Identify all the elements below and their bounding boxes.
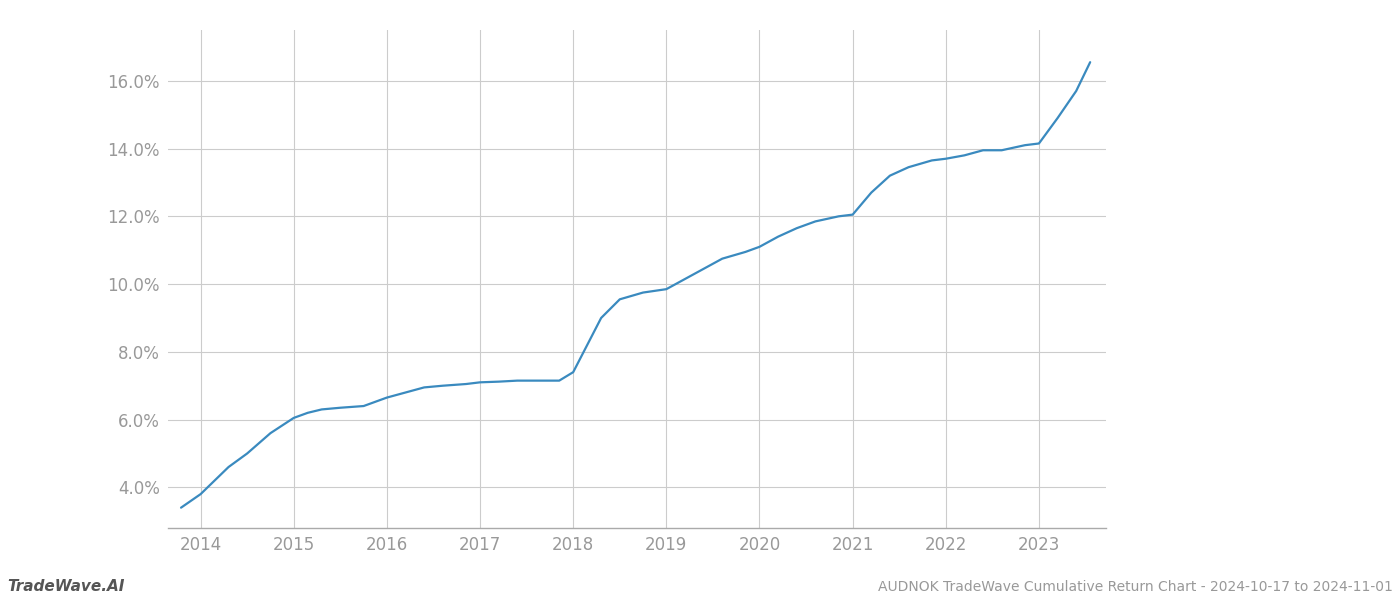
Text: TradeWave.AI: TradeWave.AI	[7, 579, 125, 594]
Text: AUDNOK TradeWave Cumulative Return Chart - 2024-10-17 to 2024-11-01: AUDNOK TradeWave Cumulative Return Chart…	[878, 580, 1393, 594]
